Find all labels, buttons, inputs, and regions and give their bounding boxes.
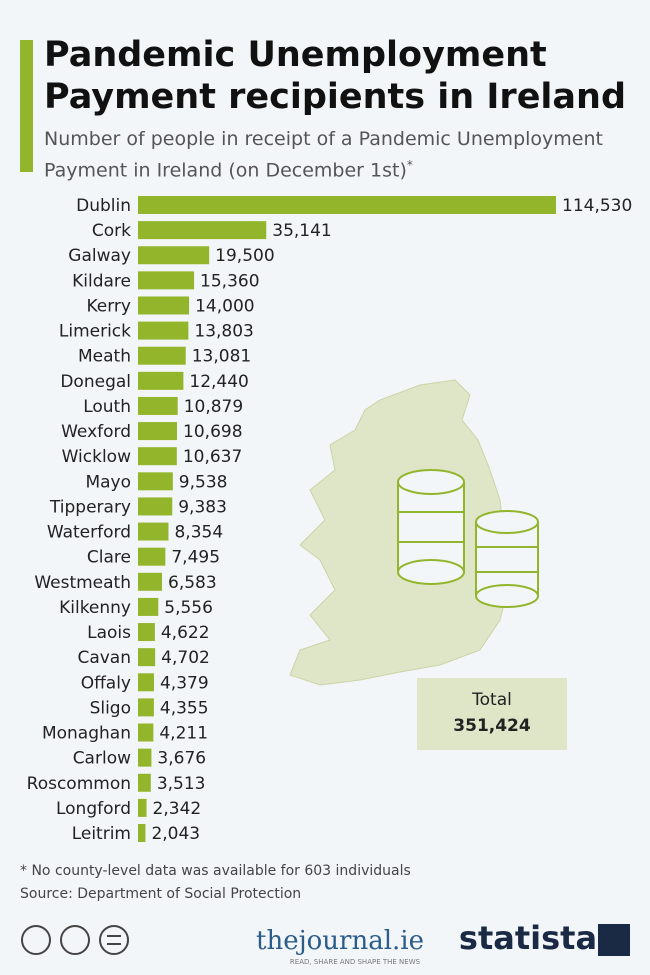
category-label: Sligo — [90, 698, 131, 718]
value-label: 4,379 — [160, 673, 209, 693]
license-icons — [21, 925, 129, 955]
bar — [138, 346, 186, 365]
value-label: 3,676 — [157, 749, 206, 769]
category-label: Laois — [87, 623, 131, 643]
value-label: 10,637 — [183, 447, 242, 467]
value-label: 8,354 — [174, 523, 223, 543]
category-label: Westmeath — [34, 573, 131, 593]
value-label: 3,513 — [157, 774, 206, 794]
chart-title: Pandemic Unemployment Payment recipients… — [44, 35, 627, 117]
bar — [138, 371, 184, 390]
bar — [138, 246, 210, 265]
total-box — [417, 678, 567, 750]
value-label: 10,698 — [183, 422, 242, 442]
bar — [138, 723, 154, 742]
value-label: 14,000 — [195, 296, 254, 316]
statista-logo: statista — [459, 919, 597, 957]
bar — [138, 271, 195, 290]
coin-stacks — [397, 469, 539, 608]
category-label: Longford — [56, 799, 131, 819]
category-label: Louth — [83, 397, 131, 417]
bar — [138, 648, 156, 667]
chart-subtitle: Number of people in receipt of a Pandemi… — [44, 126, 644, 183]
journal-tagline: READ, SHARE AND SHAPE THE NEWS — [290, 958, 421, 966]
total-label: Total — [471, 690, 512, 710]
bar — [138, 221, 267, 240]
category-label: Leitrim — [72, 824, 131, 844]
footer: * No county-level data was available for… — [20, 860, 411, 906]
value-label: 15,360 — [200, 271, 259, 291]
bar — [138, 673, 154, 692]
category-label: Cavan — [77, 648, 131, 668]
bar — [138, 296, 190, 315]
category-label: Kerry — [86, 296, 131, 316]
title-accent — [20, 40, 33, 172]
category-label: Donegal — [60, 372, 131, 392]
value-label: 7,495 — [171, 548, 220, 568]
category-label: Galway — [68, 246, 131, 266]
value-label: 114,530 — [562, 196, 632, 216]
value-label: 9,538 — [179, 472, 228, 492]
value-label: 19,500 — [215, 246, 274, 266]
value-label: 4,355 — [160, 698, 209, 718]
source: Source: Department of Social Protection — [20, 886, 302, 902]
bar — [138, 824, 146, 842]
category-label: Offaly — [81, 673, 131, 693]
bar — [138, 321, 189, 340]
category-label: Kildare — [72, 271, 131, 291]
category-label: Dublin — [76, 196, 131, 216]
value-label: 4,211 — [159, 724, 208, 744]
category-label: Cork — [92, 221, 131, 241]
bar — [138, 748, 152, 767]
category-label: Wicklow — [62, 447, 131, 467]
category-label: Roscommon — [27, 774, 131, 794]
subtitle-text: Number of people in receipt of a Pandemi… — [44, 128, 603, 182]
value-label: 12,440 — [189, 372, 248, 392]
value-label: 13,803 — [194, 322, 253, 342]
value-label: 5,556 — [164, 598, 213, 618]
bar — [138, 472, 173, 491]
category-label: Limerick — [59, 322, 131, 342]
bar — [138, 597, 159, 616]
value-label: 2,342 — [153, 799, 202, 819]
bar — [138, 572, 163, 591]
bar — [138, 196, 556, 214]
category-label: Carlow — [73, 749, 131, 769]
total-value: 351,424 — [453, 716, 531, 736]
category-label: Wexford — [61, 422, 131, 442]
bar — [138, 798, 147, 817]
category-label: Clare — [87, 548, 131, 568]
bar — [138, 522, 169, 541]
value-label: 10,879 — [184, 397, 243, 417]
journal-logo: thejournal.ie — [256, 926, 424, 956]
statista-icon — [598, 924, 630, 956]
category-label: Mayo — [85, 472, 131, 492]
value-label: 9,383 — [178, 497, 227, 517]
subtitle-mark: * — [406, 158, 413, 172]
bar — [138, 422, 178, 441]
bar — [138, 447, 177, 466]
value-label: 35,141 — [272, 221, 331, 241]
bar — [138, 698, 154, 717]
bar — [138, 623, 155, 642]
value-label: 4,702 — [161, 648, 210, 668]
category-label: Meath — [78, 347, 131, 367]
value-label: 13,081 — [192, 347, 251, 367]
bar — [138, 773, 151, 792]
value-label: 6,583 — [168, 573, 217, 593]
category-label: Monaghan — [42, 724, 131, 744]
category-label: Tipperary — [49, 497, 131, 517]
bar — [138, 396, 178, 415]
category-label: Kilkenny — [59, 598, 131, 618]
category-label: Waterford — [47, 523, 131, 543]
bar — [138, 497, 173, 516]
bar — [138, 547, 166, 566]
footnote: * No county-level data was available for… — [20, 863, 411, 879]
value-label: 4,622 — [161, 623, 210, 643]
value-label: 2,043 — [151, 824, 200, 844]
